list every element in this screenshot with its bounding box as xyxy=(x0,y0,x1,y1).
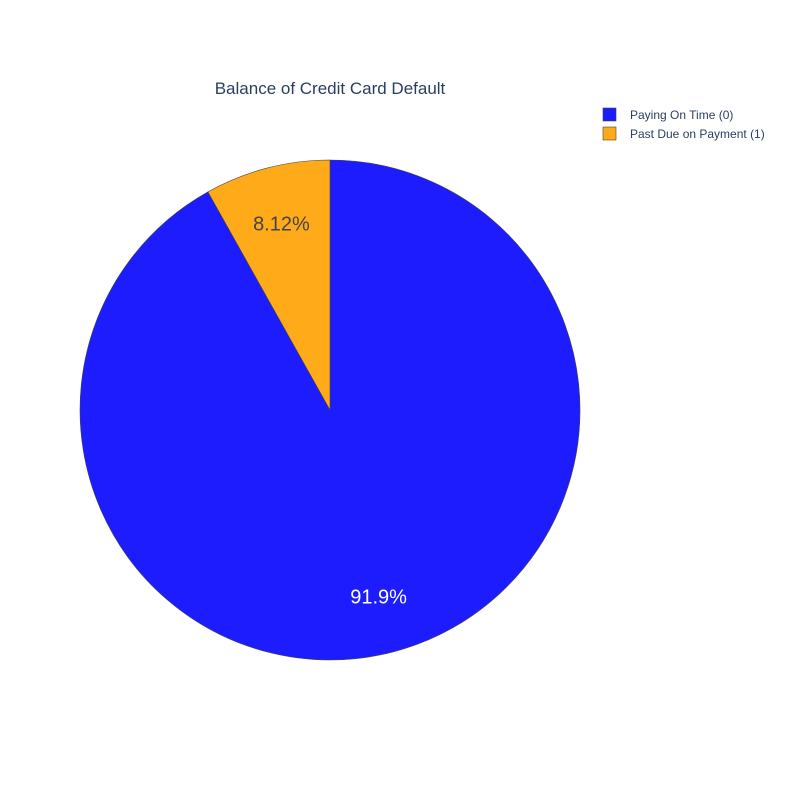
legend-label-past-due: Past Due on Payment (1) xyxy=(630,127,765,141)
legend-item-past-due[interactable]: Past Due on Payment (1) xyxy=(602,126,765,141)
pie-slices xyxy=(79,159,581,661)
legend-label-paying-on-time: Paying On Time (0) xyxy=(630,108,733,122)
slice-label-past-due: 8.12% xyxy=(253,214,310,236)
slice-past-due[interactable] xyxy=(207,159,331,412)
pie-slice-labels: 91.9% 8.12% xyxy=(253,214,407,609)
legend-swatch-past-due xyxy=(602,126,617,141)
chart-title: Balance of Credit Card Default xyxy=(215,79,446,98)
legend-item-paying-on-time[interactable]: Paying On Time (0) xyxy=(602,107,733,122)
legend: Paying On Time (0) Past Due on Payment (… xyxy=(602,107,765,141)
slice-label-paying-on-time: 91.9% xyxy=(350,586,407,608)
legend-swatch-paying-on-time xyxy=(602,107,617,122)
